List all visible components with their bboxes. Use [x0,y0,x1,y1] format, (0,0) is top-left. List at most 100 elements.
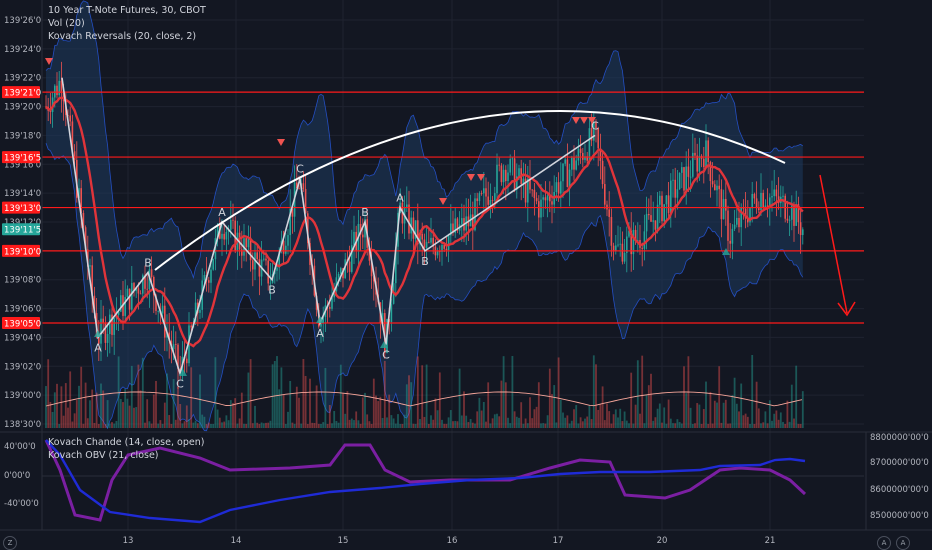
candle-body [227,229,230,232]
level-tag-label: 139'16'5 [4,154,41,164]
candle-body [487,196,489,205]
volume-bar [608,411,611,428]
candle-body [529,178,531,190]
candle-body [566,159,569,188]
volume-bar [130,365,133,428]
volume-bar [295,386,298,428]
volume-bar [73,413,76,428]
volume-bar [489,423,492,428]
reversal-markers [45,58,730,376]
volume-bar [348,419,351,428]
volume-bar [546,415,549,428]
candle-body [648,213,650,216]
candle-body [113,318,115,335]
volume-bar [590,419,593,428]
kovach-reversals-legend[interactable]: Kovach Reversals (20, close, 2) [48,31,197,42]
volume-bar [106,400,109,428]
volume-bar [298,397,300,428]
auto-scale-icon[interactable]: A [877,536,891,550]
volume-bar [126,398,129,428]
candle-body [461,218,463,225]
volume-bar [610,423,613,428]
volume-bar [628,423,630,428]
candle-body [168,332,170,341]
candle-body [538,201,540,218]
zigzag-label: C [591,119,599,132]
time-tick-label: 21 [765,536,776,546]
candle-body [689,176,692,178]
candle-body [232,219,234,221]
volume-bar [258,423,261,428]
volume-bar [669,418,672,428]
volume-bar [150,423,153,428]
volume-bar [328,404,331,428]
volume-bar [535,406,538,428]
volume-bar [799,423,802,428]
auto-scale-icon-2[interactable]: A [896,536,910,550]
price-tick-label: 139'22'0 [4,74,41,84]
volume-bar [227,420,230,428]
candle-body [674,179,676,198]
obv-tick-label: 8500000'00'0 [870,511,929,521]
volume-bar [51,411,54,428]
candle-body [307,213,309,244]
vol-legend[interactable]: Vol (20) [48,18,85,29]
volume-bar [302,359,305,428]
volume-bar [430,415,432,428]
candle-body [727,210,729,241]
candle-body [252,260,254,270]
volume-bar [683,366,685,428]
candle-body [535,198,538,202]
volume-bar [262,423,265,428]
price-tick-label: 139'02'0 [4,362,41,372]
candle-body [749,208,751,223]
volume-bar [427,423,430,428]
candle-body [531,189,533,191]
candle-body [650,215,652,222]
volume-bar [58,423,61,428]
volume-bar [67,407,69,428]
price-tick-label: 139'16'0 [4,160,41,170]
volume-bar [353,420,355,428]
candle-body [527,178,529,203]
candle-body [269,282,272,284]
candle-body [406,204,408,208]
volume-bar [597,409,600,428]
symbol-title[interactable]: 10 Year T-Note Futures, 30, CBOT [48,5,206,16]
volume-bar [214,357,217,428]
candle-body [626,236,628,253]
volume-bar [141,357,144,428]
kovach-obv-legend[interactable]: Kovach OBV (21, close) [48,450,159,461]
reversal-down-marker [572,117,580,124]
volume-bar [419,419,421,428]
volume-bar [775,410,778,428]
volume-bar [225,415,228,428]
volume-bar [592,355,595,428]
candle-body [775,189,778,197]
candle-body [287,235,289,246]
volume-bar [243,423,245,428]
volume-bar [617,417,619,428]
kovach-chande-legend[interactable]: Kovach Chande (14, close, open) [48,437,205,448]
price-tick-label: 139'18'0 [4,131,41,141]
volume-bar [399,423,402,428]
candle-body [562,163,564,182]
volume-bar [339,364,342,428]
price-level-lines [42,91,864,324]
volume-ma-line [45,391,803,407]
zigzag-label: B [268,284,276,297]
candle-body [452,223,454,233]
volume-bar [544,423,547,428]
candle-body [267,260,269,284]
candle-body [128,288,131,310]
volume-bar [665,423,668,428]
level-tag-label: 139'05'0 [4,320,41,330]
volume-bar [210,423,212,428]
candle-body [584,156,586,160]
volume-bar [507,417,509,428]
candle-body [590,128,593,141]
volume-bar [304,375,307,428]
timezone-z-icon[interactable]: Z [3,536,17,550]
volume-bar [229,400,232,428]
